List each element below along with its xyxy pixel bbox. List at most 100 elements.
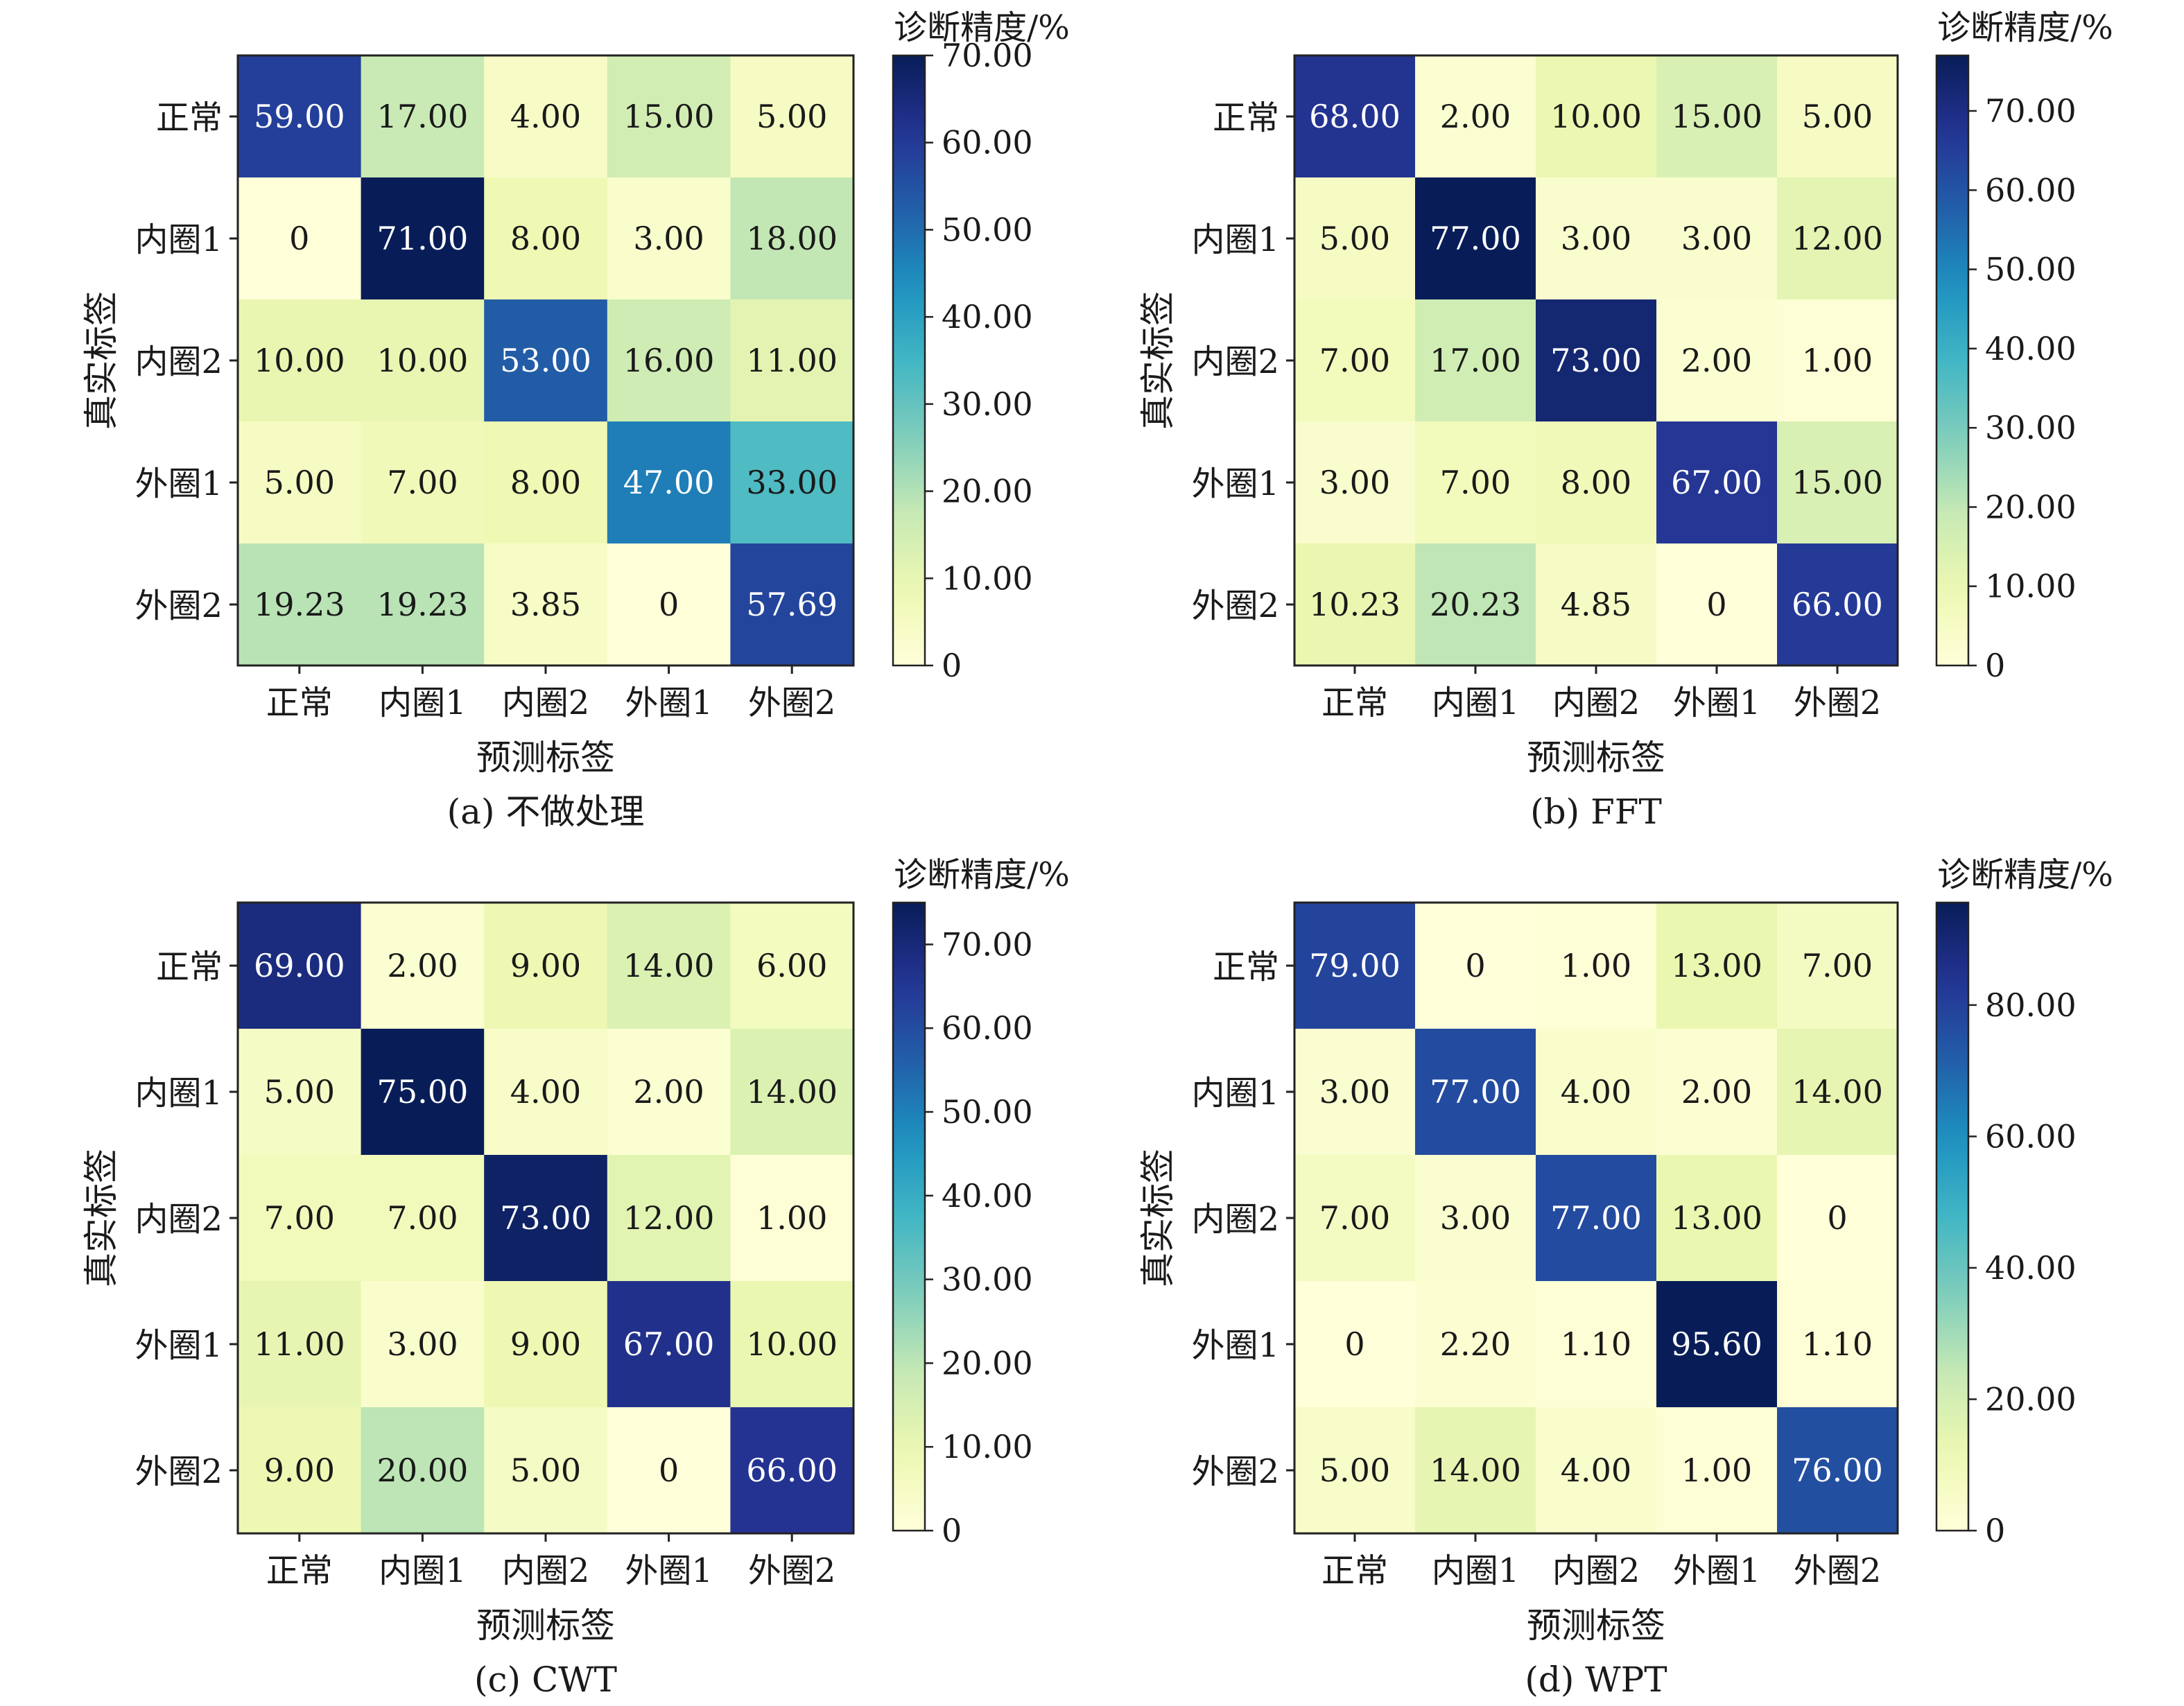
- colorbar-tick-label: 50.00: [942, 1093, 1033, 1131]
- heatmap-cell: [484, 55, 608, 178]
- heatmap-cell: [361, 1029, 485, 1156]
- heatmap-cell: [238, 1155, 362, 1282]
- cell-value-label: 1.10: [1802, 1325, 1873, 1363]
- colorbar-tick-label: 20.00: [942, 1344, 1033, 1382]
- x-tick-label: 正常: [266, 1551, 333, 1590]
- x-tick-label: 内圈1: [1432, 1551, 1520, 1590]
- cell-value-label: 95.60: [1671, 1325, 1762, 1363]
- cell-value-label: 67.00: [623, 1325, 715, 1363]
- cell-value-label: 8.00: [510, 220, 581, 257]
- colorbar-tick-label: 30.00: [942, 385, 1033, 423]
- cell-value-label: 73.00: [500, 1199, 591, 1237]
- cell-value-label: 5.00: [756, 98, 827, 135]
- cell-value-label: 8.00: [510, 464, 581, 501]
- heatmap-cell: [484, 299, 608, 422]
- heatmap-cell: [1415, 1281, 1536, 1408]
- x-tick-label: 内圈2: [1552, 1551, 1640, 1590]
- y-tick-label: 外圈2: [135, 1452, 223, 1491]
- colorbar-tick-label: 0: [942, 647, 962, 684]
- cell-value-label: 73.00: [1550, 342, 1642, 379]
- colorbar-tick-label: 50.00: [1985, 251, 2077, 288]
- colorbar-tick-label: 60.00: [942, 124, 1033, 162]
- y-tick-label: 外圈1: [1191, 1326, 1279, 1365]
- heatmap-cell: [361, 1407, 485, 1534]
- cell-value-label: 1.00: [1681, 1452, 1752, 1489]
- cell-value-label: 0: [1827, 1199, 1847, 1237]
- cell-value-label: 3.85: [510, 586, 581, 623]
- heatmap-cell: [1536, 177, 1657, 300]
- cell-value-label: 4.85: [1561, 586, 1631, 623]
- cell-value-label: 12.00: [1792, 220, 1883, 257]
- cell-value-label: 3.00: [1561, 220, 1631, 257]
- heatmap-cell: [730, 1155, 854, 1282]
- cell-value-label: 33.00: [746, 464, 838, 501]
- cell-value-label: 14.00: [1430, 1452, 1521, 1489]
- cell-value-label: 10.23: [1309, 586, 1401, 623]
- heatmap-cell: [607, 1281, 731, 1408]
- colorbar-tick-label: 20.00: [1985, 1380, 2077, 1418]
- cell-value-label: 4.00: [510, 1073, 581, 1111]
- cell-value-label: 69.00: [254, 947, 345, 984]
- heatmap-cell: [1415, 1029, 1536, 1156]
- heatmap-cell: [1536, 1029, 1657, 1156]
- heatmap-cell: [484, 177, 608, 300]
- x-tick-label: 外圈2: [748, 684, 836, 722]
- heatmap-cell: [730, 299, 854, 422]
- cell-value-label: 0: [659, 1452, 679, 1489]
- panel-3: 79.00 0 1.00 13.00 7.00 3.00 77.00 4.00 2.00 14.0…: [1138, 855, 2113, 1700]
- y-tick-label: 外圈1: [135, 1326, 223, 1365]
- heatmap-cell: [361, 1281, 485, 1408]
- colorbar-tick-label: 0: [1985, 647, 2005, 684]
- cell-value-label: 9.00: [510, 1325, 581, 1363]
- y-tick-label: 外圈1: [135, 464, 223, 503]
- heatmap-cell: [1536, 1281, 1657, 1408]
- x-axis-label: 预测标签: [476, 738, 615, 778]
- cell-value-label: 2.20: [1440, 1325, 1511, 1363]
- heatmap-cell: [1415, 1155, 1536, 1282]
- x-tick-label: 外圈1: [625, 1551, 713, 1590]
- heatmap-cell: [607, 1029, 731, 1156]
- cell-value-label: 3.00: [633, 220, 704, 257]
- heatmap-cell: [238, 1281, 362, 1408]
- heatmap-cell: [1415, 421, 1536, 544]
- colorbar-tick-label: 30.00: [942, 1261, 1033, 1298]
- cell-value-label: 7.00: [387, 464, 458, 501]
- cell-value-label: 18.00: [746, 220, 838, 257]
- heatmap-cell: [730, 903, 854, 1029]
- heatmap-cell: [1656, 1281, 1778, 1408]
- cell-value-label: 53.00: [500, 342, 591, 379]
- colorbar-label: 诊断精度/%: [894, 855, 1070, 894]
- y-axis-label: 真实标签: [81, 291, 121, 430]
- cell-value-label: 8.00: [1561, 464, 1631, 501]
- colorbar-tick-label: 0: [942, 1512, 962, 1549]
- y-tick-label: 内圈1: [1191, 1074, 1279, 1113]
- cell-value-label: 57.69: [746, 586, 838, 623]
- cell-value-label: 0: [1706, 586, 1726, 623]
- cell-value-label: 4.00: [1561, 1073, 1631, 1111]
- heatmap-cell: [1656, 1407, 1778, 1534]
- heatmap-cell: [1656, 299, 1778, 422]
- heatmap-cell: [730, 55, 854, 178]
- cell-value-label: 2.00: [1681, 1073, 1752, 1111]
- heatmap-cell: [1415, 903, 1536, 1029]
- cell-value-label: 5.00: [510, 1452, 581, 1489]
- cell-value-label: 5.00: [264, 1073, 335, 1111]
- heatmap-cell: [1294, 543, 1416, 666]
- panel-caption: (a) 不做处理: [447, 792, 645, 832]
- cell-value-label: 76.00: [1792, 1452, 1883, 1489]
- heatmap-cell: [1656, 421, 1778, 544]
- heatmap-cell: [607, 421, 731, 544]
- cell-value-label: 66.00: [746, 1452, 838, 1489]
- y-tick-label: 内圈2: [135, 1200, 223, 1239]
- cell-value-label: 4.00: [510, 98, 581, 135]
- cell-value-label: 1.00: [1561, 947, 1631, 984]
- heatmap-cell: [1415, 177, 1536, 300]
- y-axis-label: 真实标签: [1138, 291, 1178, 430]
- heatmap-cell: [238, 177, 362, 300]
- cell-value-label: 4.00: [1561, 1452, 1631, 1489]
- x-tick-label: 正常: [1321, 1551, 1388, 1590]
- cell-value-label: 67.00: [1671, 464, 1762, 501]
- cell-value-label: 3.00: [1681, 220, 1752, 257]
- heatmap-cell: [1294, 903, 1416, 1029]
